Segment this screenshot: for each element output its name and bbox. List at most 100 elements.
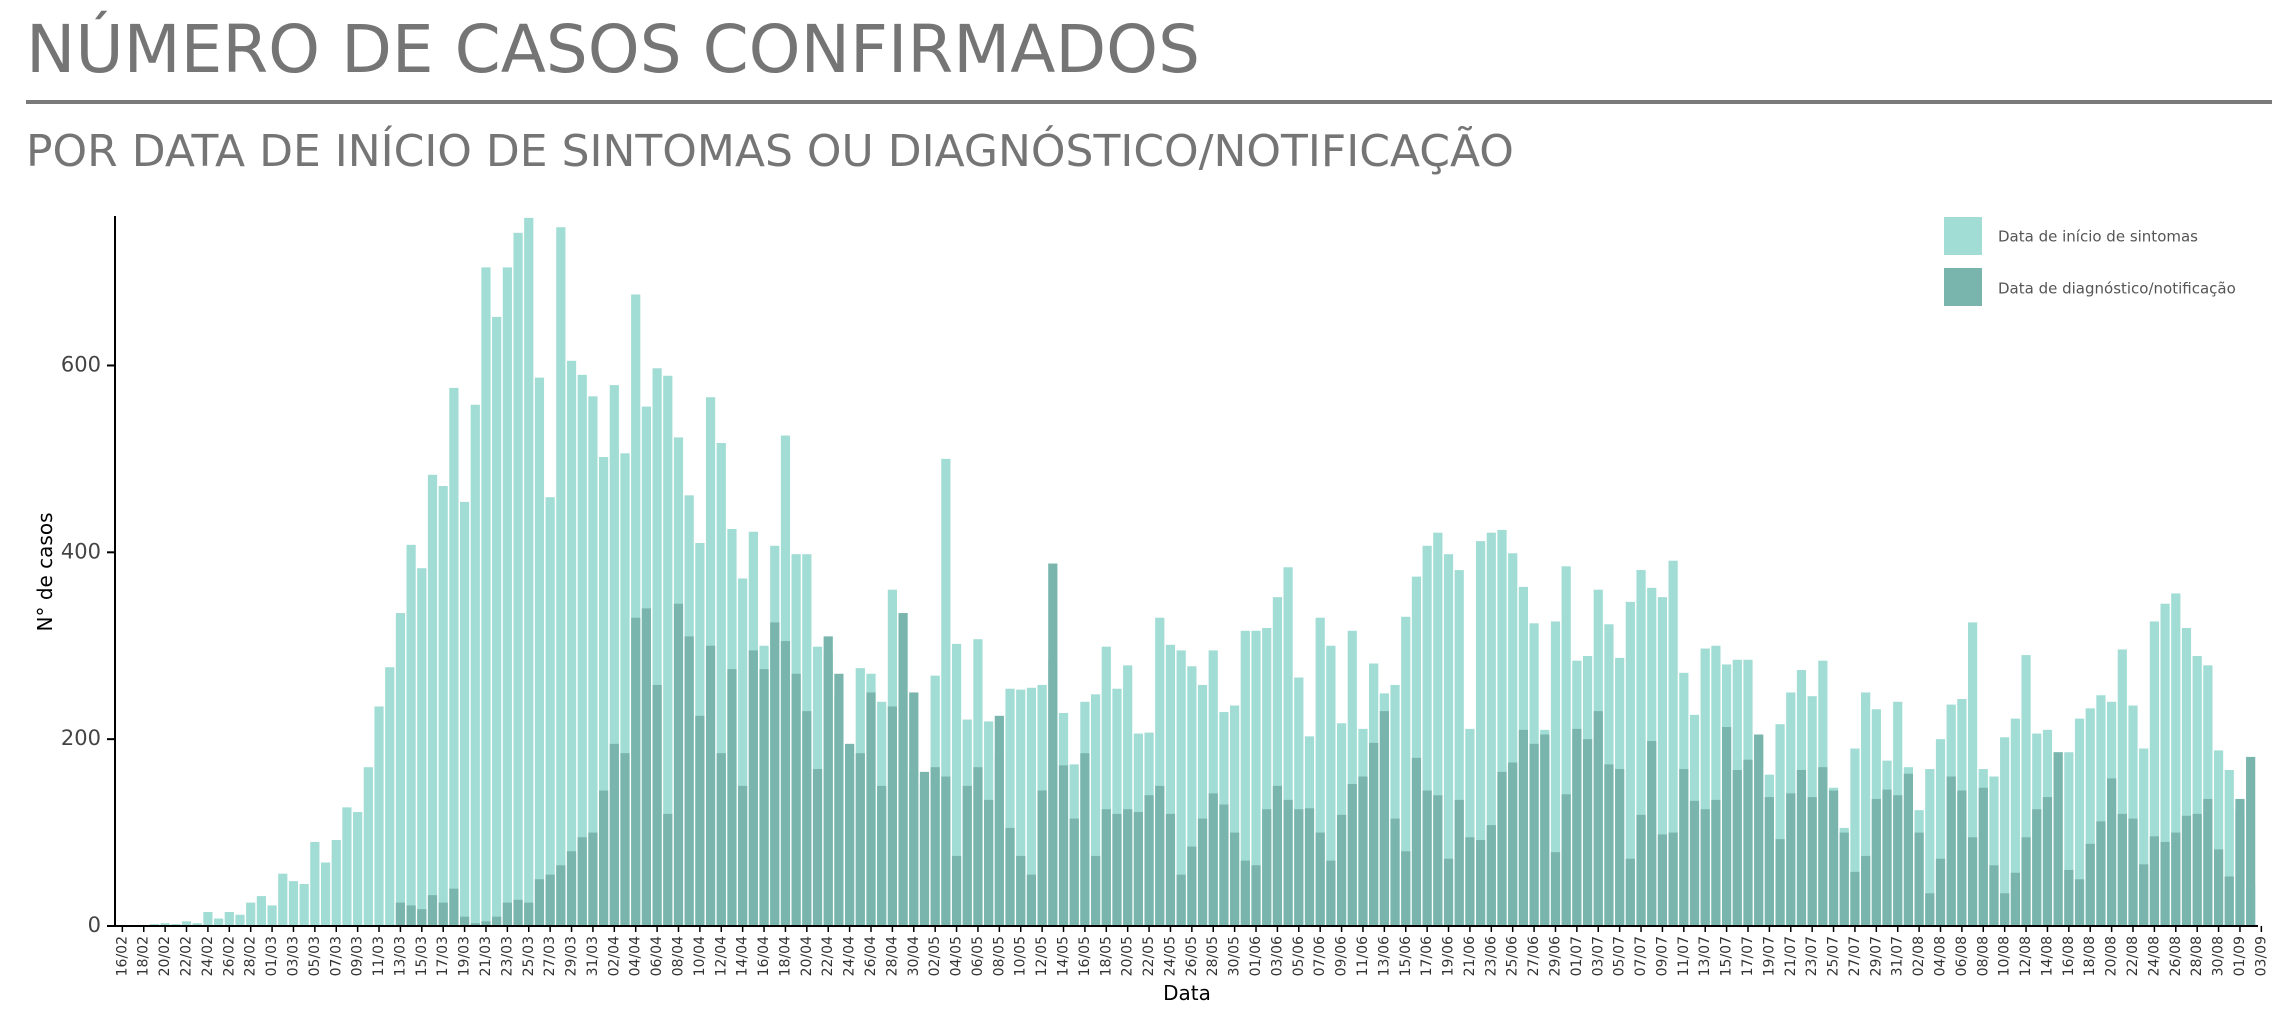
bar-diagnosis-132 bbox=[1529, 743, 1539, 926]
bar-diagnosis-194 bbox=[2192, 813, 2202, 926]
bar-symptoms-33 bbox=[470, 404, 480, 927]
bar-symptoms-189 bbox=[2139, 748, 2149, 926]
x-tick-label: 21/03 bbox=[478, 936, 494, 976]
bar-symptoms-142 bbox=[1636, 570, 1646, 926]
bar-diagnosis-166 bbox=[1893, 795, 1903, 926]
x-tick-label: 24/08 bbox=[2146, 936, 2162, 976]
bar-symptoms-175 bbox=[1989, 776, 1999, 926]
x-tick-label: 06/08 bbox=[1954, 936, 1970, 976]
bar-symptoms-120 bbox=[1401, 616, 1411, 926]
bar-symptoms-101 bbox=[1197, 684, 1208, 926]
bar-diagnosis-176 bbox=[2000, 893, 2010, 926]
x-tick-label: 21/07 bbox=[1783, 936, 1799, 976]
x-tick-label: 03/09 bbox=[2253, 936, 2269, 976]
bar-diagnosis-63 bbox=[791, 673, 801, 926]
x-tick-label: 16/08 bbox=[2061, 936, 2077, 976]
bar-symptoms-18 bbox=[310, 841, 320, 926]
bar-symptoms-94 bbox=[1123, 665, 1133, 926]
bar-diagnosis-87 bbox=[1048, 563, 1058, 926]
bar-diagnosis-80 bbox=[973, 767, 983, 926]
bar-diagnosis-107 bbox=[1262, 809, 1272, 926]
bar-diagnosis-69 bbox=[855, 753, 865, 926]
bar-diagnosis-59 bbox=[748, 650, 758, 926]
bar-symptoms-29 bbox=[427, 474, 438, 926]
y-tick-label: 0 bbox=[88, 913, 101, 937]
x-tick-label: 10/05 bbox=[1013, 936, 1029, 976]
bar-symptoms-11 bbox=[235, 914, 245, 926]
bar-symptoms-40 bbox=[545, 497, 555, 926]
bar-diagnosis-117 bbox=[1369, 742, 1379, 926]
bar-diagnosis-66 bbox=[823, 636, 833, 926]
bar-symptoms-91 bbox=[1090, 694, 1101, 926]
bar-diagnosis-47 bbox=[620, 753, 630, 926]
bar-symptoms-8 bbox=[203, 911, 213, 926]
x-tick-label: 21/06 bbox=[1462, 936, 1478, 976]
bar-diagnosis-101 bbox=[1197, 818, 1208, 926]
bar-symptoms-188 bbox=[2128, 705, 2138, 926]
bar-diagnosis-142 bbox=[1636, 814, 1646, 926]
bar-diagnosis-100 bbox=[1187, 846, 1197, 926]
x-tick-label: 12/05 bbox=[1034, 936, 1050, 976]
x-tick-label: 28/02 bbox=[243, 936, 259, 976]
bar-diagnosis-48 bbox=[631, 617, 641, 926]
x-tick-label: 06/04 bbox=[649, 936, 665, 976]
bar-diagnosis-84 bbox=[1016, 855, 1026, 926]
bar-symptoms-47 bbox=[620, 453, 630, 926]
bar-diagnosis-72 bbox=[887, 706, 897, 926]
bar-symptoms-23 bbox=[363, 767, 373, 926]
bar-diagnosis-54 bbox=[695, 715, 705, 926]
axes bbox=[114, 216, 2258, 927]
x-tick-label: 14/08 bbox=[2039, 936, 2055, 976]
bar-symptoms-92 bbox=[1101, 646, 1111, 926]
bar-diagnosis-112 bbox=[1315, 832, 1325, 926]
bar-diagnosis-55 bbox=[705, 645, 716, 926]
bar-diagnosis-171 bbox=[1946, 776, 1956, 926]
bar-diagnosis-120 bbox=[1401, 851, 1411, 926]
bar-symptoms-194 bbox=[2192, 656, 2202, 926]
bar-diagnosis-135 bbox=[1561, 794, 1571, 926]
x-tick-label: 26/08 bbox=[2168, 936, 2184, 976]
bar-symptoms-44 bbox=[588, 396, 598, 926]
bar-symptoms-6 bbox=[181, 921, 192, 926]
x-tick-label: 27/03 bbox=[542, 936, 558, 976]
bar-symptoms-20 bbox=[331, 840, 341, 926]
bar-diagnosis-181 bbox=[2053, 752, 2063, 926]
bar-symptoms-127 bbox=[1476, 541, 1486, 926]
bar-diagnosis-91 bbox=[1090, 855, 1101, 926]
bar-diagnosis-154 bbox=[1764, 797, 1774, 926]
x-tick-label: 08/04 bbox=[670, 936, 686, 976]
bar-symptoms-119 bbox=[1390, 684, 1400, 926]
bar-diagnosis-126 bbox=[1465, 837, 1475, 926]
bar-diagnosis-38 bbox=[524, 902, 534, 926]
bar-symptoms-37 bbox=[513, 232, 523, 926]
bar-diagnosis-93 bbox=[1112, 813, 1122, 926]
bar-diagnosis-39 bbox=[534, 879, 545, 926]
x-tick-label: 22/04 bbox=[820, 936, 836, 976]
bar-diagnosis-184 bbox=[2085, 843, 2095, 926]
bar-symptoms-12 bbox=[246, 902, 256, 926]
bar-diagnosis-82 bbox=[994, 715, 1004, 926]
bar-diagnosis-52 bbox=[673, 603, 684, 926]
bar-diagnosis-83 bbox=[1005, 827, 1015, 926]
bar-diagnosis-136 bbox=[1572, 728, 1582, 926]
bar-symptoms-51 bbox=[663, 375, 673, 926]
bar-symptoms-36 bbox=[502, 267, 512, 926]
x-axis-ticks: 16/02 18/02 20/02 22/02 24/02 26/02 28/02 01/03… bbox=[114, 926, 2269, 976]
x-tick-label: 20/08 bbox=[2104, 936, 2120, 976]
bar-diagnosis-103 bbox=[1219, 804, 1229, 926]
bar-diagnosis-156 bbox=[1786, 793, 1796, 926]
bar-symptoms-48 bbox=[631, 294, 641, 927]
x-tick-label: 09/07 bbox=[1654, 936, 1670, 976]
x-tick-label: 14/04 bbox=[735, 936, 751, 976]
bar-diagnosis-46 bbox=[609, 743, 619, 926]
bar-symptoms-97 bbox=[1155, 617, 1165, 926]
bar-diagnosis-28 bbox=[417, 909, 427, 926]
bar-diagnosis-97 bbox=[1155, 785, 1165, 926]
bar-diagnosis-79 bbox=[962, 785, 972, 926]
bar-symptoms-193 bbox=[2181, 627, 2192, 926]
bar-symptoms-9 bbox=[214, 918, 224, 926]
bar-diagnosis-180 bbox=[2042, 797, 2053, 926]
x-tick-label: 30/04 bbox=[906, 936, 922, 976]
bar-symptoms-105 bbox=[1240, 630, 1250, 926]
x-tick-label: 30/05 bbox=[1227, 936, 1243, 976]
